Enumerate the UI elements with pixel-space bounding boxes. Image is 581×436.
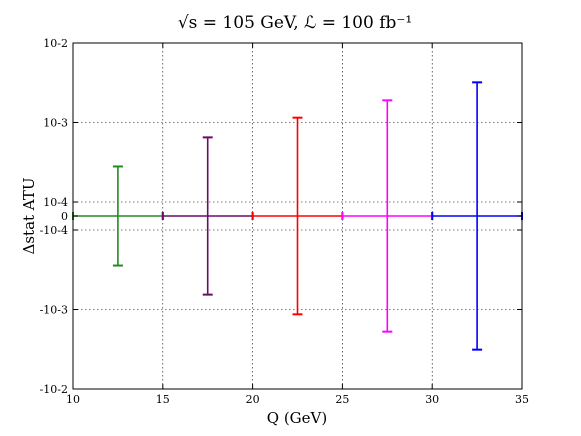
x-tick-label: 30: [425, 393, 439, 406]
axis-ticks: 10 15 20 25 30 35 10-2 10-3 10-40-10-4 -10-3 -10-2: [40, 37, 529, 406]
chart-title: √s = 105 GeV, ℒ = 100 fb⁻¹: [178, 13, 412, 33]
x-tick-label: 10: [66, 393, 80, 406]
error-bar-series-3: [251, 116, 344, 316]
error-bar-series-1: [72, 165, 164, 267]
y-tick-label: -10-2: [40, 383, 68, 396]
error-bar-series-4: [341, 99, 434, 333]
y-tick-label: 0: [61, 210, 68, 223]
y-tick-label: -10-3: [40, 304, 68, 317]
error-bar-series-2: [161, 136, 254, 296]
x-axis-label: Q (GeV): [267, 409, 327, 427]
y-tick-label: 10-3: [43, 117, 68, 130]
x-tick-label: 25: [335, 393, 349, 406]
y-tick-label: -10-4: [40, 224, 68, 237]
x-tick-label: 35: [515, 393, 529, 406]
error-bars: [72, 81, 523, 351]
y-axis-label: Δstat ATU: [20, 178, 38, 255]
x-tick-label: 15: [156, 393, 170, 406]
x-tick-label: 20: [246, 393, 260, 406]
y-tick-label: 10-2: [43, 37, 68, 50]
y-tick-label: 10-4: [43, 196, 68, 209]
